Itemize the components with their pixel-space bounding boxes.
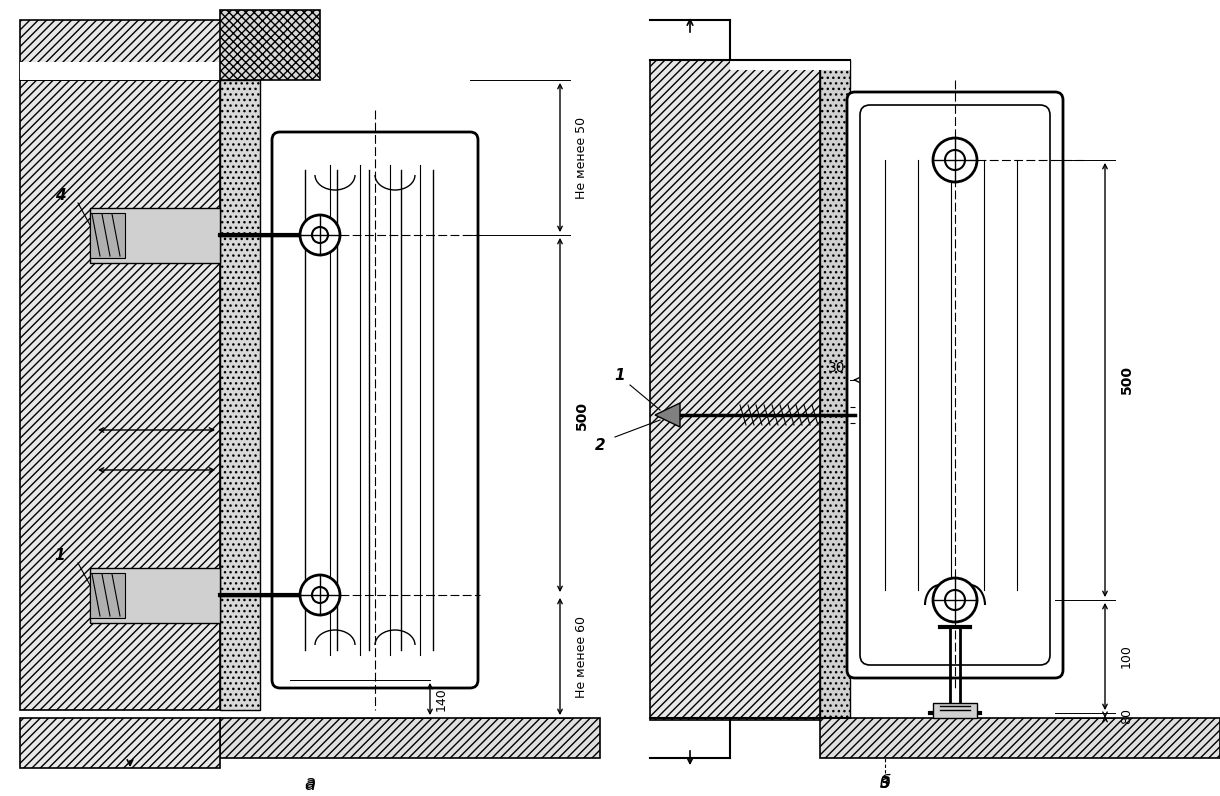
Text: Не менее 50: Не менее 50 [575, 116, 588, 198]
Bar [220, 80, 260, 710]
Bar [20, 62, 220, 80]
Bar [90, 213, 124, 258]
Circle shape [312, 227, 328, 243]
Text: 140: 140 [436, 687, 448, 711]
Bar [820, 718, 1220, 758]
Polygon shape [655, 403, 680, 427]
Text: 1: 1 [55, 548, 66, 563]
Bar [820, 60, 850, 720]
Bar [90, 568, 220, 623]
Bar [90, 573, 124, 618]
Circle shape [300, 575, 340, 615]
Bar [220, 718, 600, 758]
Circle shape [933, 578, 977, 622]
Circle shape [946, 590, 965, 610]
FancyBboxPatch shape [860, 105, 1050, 665]
Bar [220, 10, 320, 80]
Bar [20, 62, 220, 80]
Bar [90, 208, 220, 263]
Circle shape [946, 150, 965, 170]
Bar [20, 80, 220, 710]
Text: 100: 100 [1120, 645, 1133, 669]
FancyBboxPatch shape [847, 92, 1063, 678]
Text: 80: 80 [1120, 708, 1133, 724]
Bar [20, 20, 260, 80]
Text: б: б [880, 774, 891, 792]
FancyBboxPatch shape [272, 132, 478, 688]
Text: 3: 3 [880, 775, 891, 790]
Bar [650, 60, 820, 720]
Circle shape [312, 587, 328, 603]
Bar [20, 718, 220, 768]
Text: 2: 2 [594, 438, 605, 452]
Text: 500: 500 [1120, 365, 1135, 395]
Text: а: а [305, 776, 316, 794]
Text: Не менее 60: Не менее 60 [575, 615, 588, 697]
Text: 4: 4 [55, 188, 66, 202]
Circle shape [933, 138, 977, 182]
Text: а: а [305, 774, 316, 792]
Circle shape [300, 215, 340, 255]
Bar [730, 20, 850, 70]
Bar [933, 703, 977, 718]
Text: 500: 500 [575, 400, 589, 430]
Text: 1: 1 [615, 368, 626, 383]
Text: 30: 30 [828, 361, 845, 375]
